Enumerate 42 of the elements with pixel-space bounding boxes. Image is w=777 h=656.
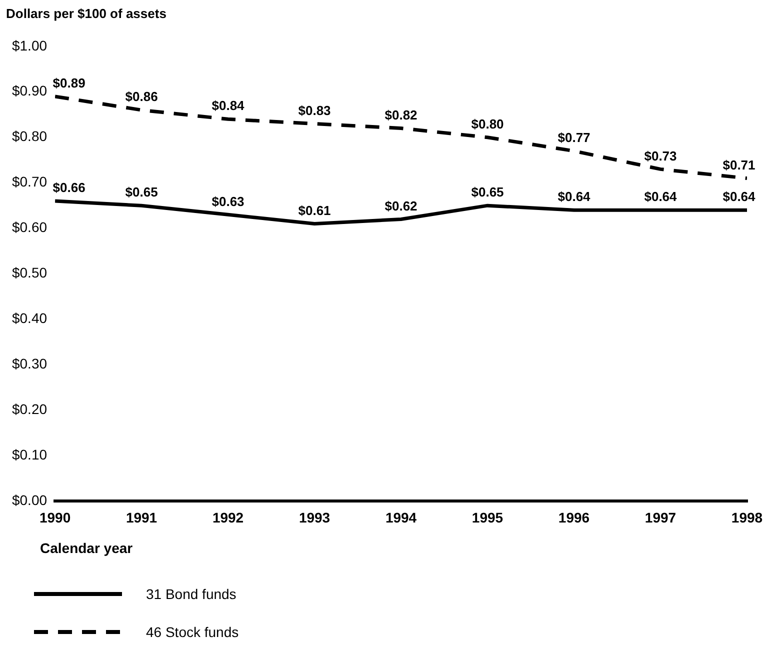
- x-tick-label: 1998: [731, 509, 763, 526]
- data-label: $0.89: [52, 76, 86, 91]
- x-tick-label: 1995: [472, 509, 504, 526]
- data-label: $0.77: [558, 130, 590, 146]
- data-label: $0.71: [722, 157, 756, 172]
- data-label: $0.61: [298, 202, 331, 218]
- data-label: $0.62: [384, 198, 418, 214]
- x-tick-label: 1991: [126, 509, 158, 526]
- legend-label: 46 Stock funds: [146, 624, 239, 640]
- x-tick-label: 1993: [298, 509, 330, 526]
- y-tick-label: $0.20: [12, 401, 48, 418]
- y-tick-label: $0.40: [12, 310, 48, 326]
- x-tick-label: 1997: [644, 509, 676, 526]
- legend-label: 31 Bond funds: [146, 586, 236, 602]
- x-tick-label: 1990: [39, 509, 71, 526]
- y-tick-label: $0.10: [12, 446, 48, 463]
- data-label: $0.73: [644, 148, 677, 164]
- y-tick-label: $0.30: [12, 356, 48, 372]
- y-tick-label: $0.60: [12, 219, 48, 236]
- data-label: $0.63: [212, 194, 244, 209]
- data-label: $0.66: [52, 180, 86, 196]
- data-label: $0.65: [125, 184, 158, 200]
- data-label: $0.64: [644, 189, 678, 204]
- data-label: $0.86: [125, 89, 158, 104]
- y-tick-label: $0.70: [12, 174, 48, 190]
- data-label: $0.80: [471, 116, 504, 132]
- x-tick-label: 1994: [385, 509, 417, 526]
- x-axis-title: Calendar year: [40, 540, 133, 556]
- data-label: $0.65: [471, 184, 504, 200]
- data-label: $0.83: [298, 102, 331, 118]
- y-tick-label: $0.50: [12, 264, 48, 281]
- y-tick-label: $0.80: [12, 128, 48, 144]
- data-label: $0.64: [722, 189, 756, 204]
- y-axis-title: Dollars per $100 of assets: [6, 6, 166, 21]
- y-tick-label: $1.00: [12, 37, 48, 54]
- y-tick-label: $0.90: [12, 82, 48, 99]
- y-tick-label: $0.00: [12, 492, 48, 508]
- data-label: $0.82: [384, 107, 418, 122]
- data-label: $0.64: [558, 189, 592, 204]
- x-tick-label: 1992: [212, 509, 244, 526]
- x-tick-label: 1996: [558, 509, 590, 526]
- data-label: $0.84: [212, 98, 246, 114]
